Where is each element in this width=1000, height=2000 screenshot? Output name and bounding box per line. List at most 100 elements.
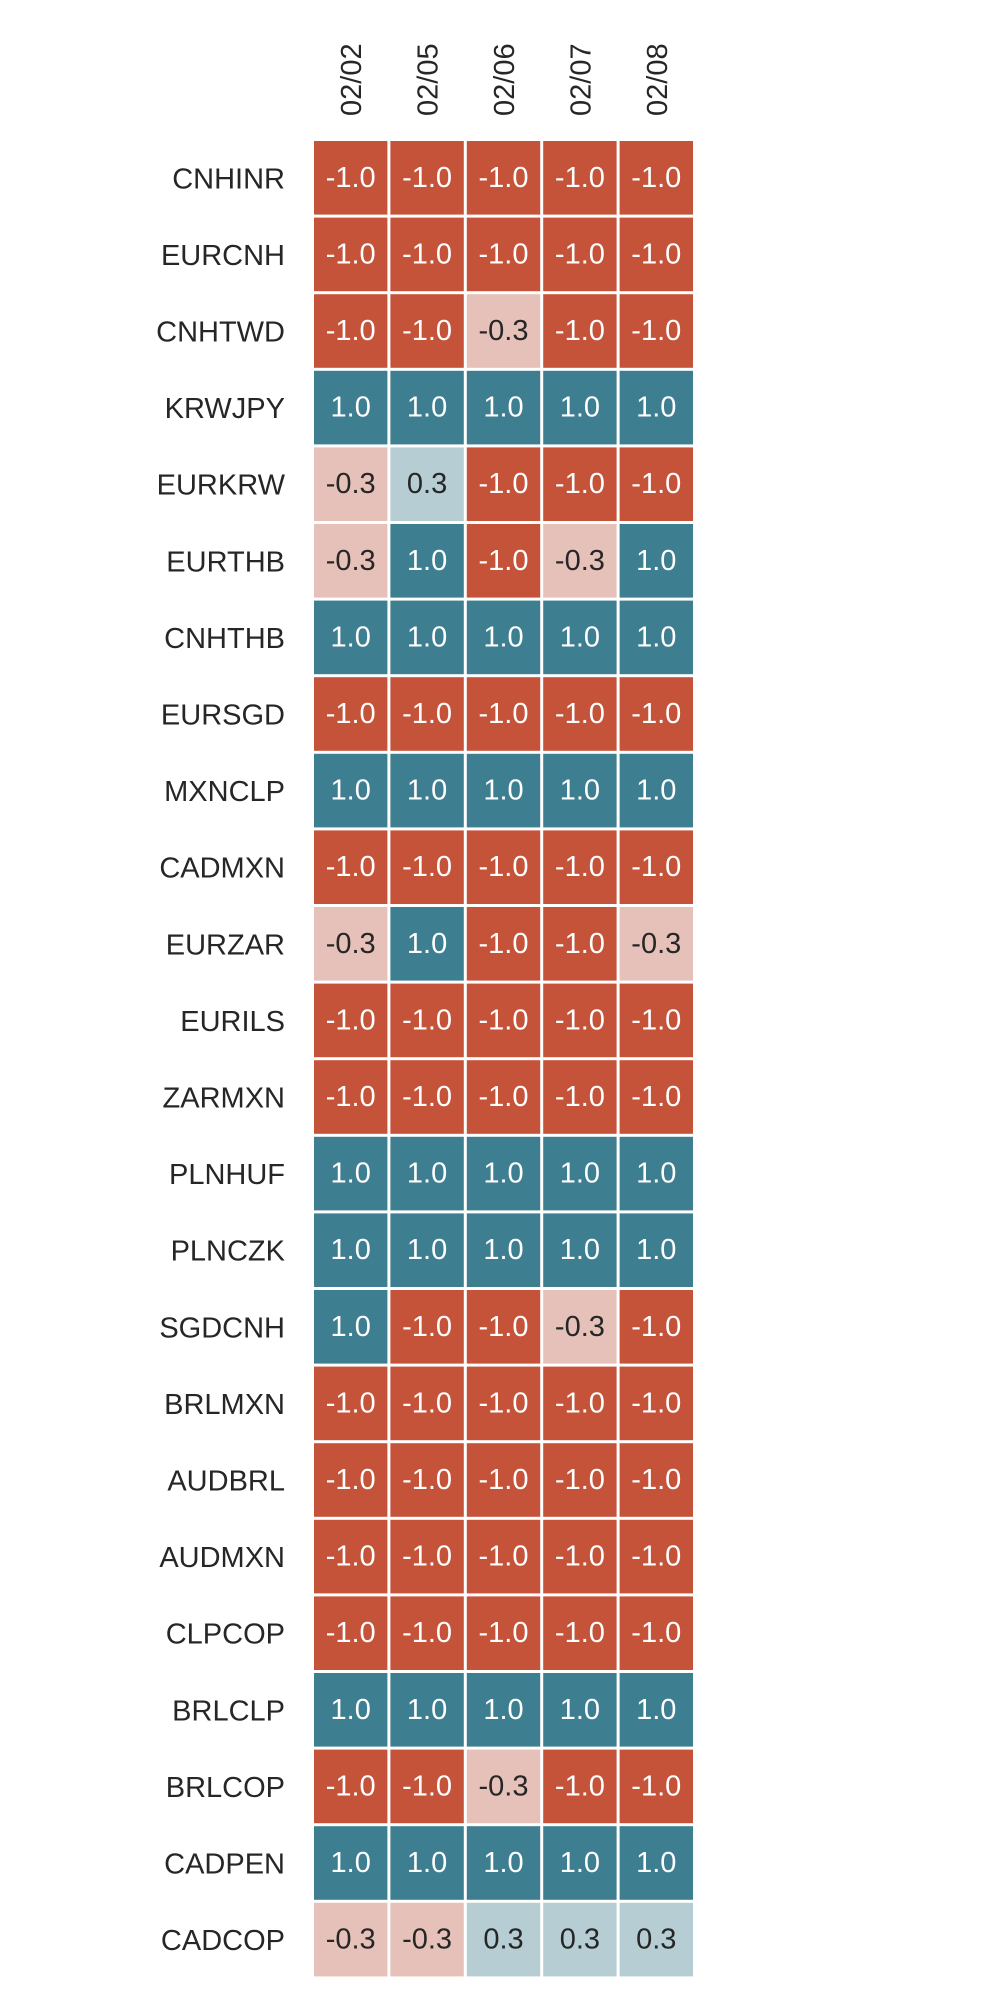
cell-value-label: -1.0 — [555, 238, 605, 270]
heatmap-cell — [314, 1060, 388, 1134]
heatmap-cell — [314, 447, 388, 521]
cell-value-label: -1.0 — [402, 1770, 452, 1802]
cell-value-label: 1.0 — [560, 1158, 600, 1190]
cell-value-label: -1.0 — [555, 468, 605, 500]
cell-value-label: 1.0 — [636, 775, 676, 807]
heatmap-cell — [619, 1366, 693, 1441]
cell-value-label: -1.0 — [631, 1770, 681, 1802]
cell-value-label: 1.0 — [483, 1694, 523, 1726]
cell-value-label: -1.0 — [555, 315, 605, 347]
cell-value-label: -0.3 — [479, 315, 529, 347]
cell-value-label: 1.0 — [407, 545, 447, 577]
cell-value-label: 1.0 — [560, 1847, 600, 1879]
row-label-cadcop: CADCOP — [161, 1925, 285, 1957]
heatmap-cell — [619, 1290, 693, 1364]
heatmap-cell — [314, 1213, 388, 1287]
heatmap-cell — [390, 1902, 464, 1977]
cell-value-label: -1.0 — [479, 1617, 529, 1649]
cell-value-label: 1.0 — [407, 775, 447, 807]
column-label-02-02: 02/02 — [336, 43, 368, 116]
heatmap-cell — [619, 217, 693, 292]
cell-value-label: -0.3 — [326, 1924, 376, 1956]
heatmap-cell — [466, 1673, 541, 1747]
row-label-audmxn: AUDMXN — [159, 1542, 285, 1574]
heatmap-cells: -1.0 -1.0 -1.0 -1.0 -1.0 -1.0 -1.0 -1.0 -1.0 -1.0… — [314, 141, 693, 1977]
row-label-cnhtwd: CNHTWD — [156, 317, 285, 349]
column-label-02-06: 02/06 — [489, 43, 521, 116]
heatmap-cell — [390, 907, 464, 981]
heatmap-cell — [466, 447, 541, 521]
heatmap-cell — [314, 370, 388, 445]
cell-value-label: -1.0 — [479, 468, 529, 500]
cell-value-label: -1.0 — [631, 1004, 681, 1036]
cell-value-label: -1.0 — [479, 1387, 529, 1419]
cell-value-label: 1.0 — [560, 1234, 600, 1266]
cell-value-label: -1.0 — [402, 1387, 452, 1419]
row-label-cadpen: CADPEN — [164, 1849, 285, 1881]
row-labels: CNHINR EURCNH CNHTWD KRWJPY EURKRW EURTHB CNHT… — [156, 163, 286, 1957]
cell-value-label: -1.0 — [555, 162, 605, 194]
row-label-brlclp: BRLCLP — [172, 1695, 285, 1727]
heatmap-cell — [390, 1060, 464, 1134]
heatmap-cell — [390, 677, 464, 751]
cell-value-label: 1.0 — [407, 928, 447, 960]
cell-value-label: -1.0 — [479, 851, 529, 883]
row-label-eurcnh: EURCNH — [161, 240, 285, 272]
heatmap-cell — [619, 1213, 693, 1287]
heatmap-cell — [543, 1596, 617, 1670]
cell-value-label: 1.0 — [483, 621, 523, 653]
cell-value-label: -1.0 — [555, 1617, 605, 1649]
cell-value-label: -1.0 — [402, 1464, 452, 1496]
cell-value-label: 1.0 — [331, 1158, 371, 1190]
cell-value-label: 1.0 — [331, 392, 371, 424]
cell-value-label: 1.0 — [331, 1847, 371, 1879]
heatmap-cell — [466, 830, 541, 904]
row-label-eurils: EURILS — [180, 1006, 285, 1038]
heatmap-cell — [390, 983, 464, 1058]
heatmap-cell — [314, 753, 388, 828]
cell-value-label: 1.0 — [560, 392, 600, 424]
heatmap-cell — [390, 1673, 464, 1747]
cell-value-label: 1.0 — [331, 621, 371, 653]
cell-value-label: 1.0 — [636, 392, 676, 424]
cell-value-label: 0.3 — [560, 1924, 600, 1956]
cell-value-label: 1.0 — [407, 1694, 447, 1726]
cell-value-label: -1.0 — [479, 162, 529, 194]
heatmap-cell — [390, 1136, 464, 1211]
cell-value-label: 1.0 — [636, 1158, 676, 1190]
row-label-krwjpy: KRWJPY — [165, 393, 285, 425]
heatmap-cell — [543, 1060, 617, 1134]
cell-value-label: -1.0 — [326, 1770, 376, 1802]
heatmap-cell — [619, 1673, 693, 1747]
cell-value-label: 1.0 — [407, 1234, 447, 1266]
heatmap-cell — [619, 1596, 693, 1670]
column-labels: 02/02 02/05 02/06 02/07 02/08 — [336, 43, 674, 116]
heatmap-cell — [619, 524, 693, 598]
heatmap-cell — [390, 1519, 464, 1594]
cell-value-label: -1.0 — [326, 1617, 376, 1649]
cell-value-label: -1.0 — [402, 1004, 452, 1036]
heatmap-cell — [619, 294, 693, 368]
heatmap-cell — [314, 1290, 388, 1364]
column-label-02-08: 02/08 — [642, 43, 674, 116]
cell-value-label: -1.0 — [555, 1387, 605, 1419]
cell-value-label: -1.0 — [479, 1081, 529, 1113]
heatmap-cell — [390, 830, 464, 904]
heatmap-cell — [466, 141, 541, 215]
cell-value-label: -1.0 — [479, 1311, 529, 1343]
cell-value-label: 0.3 — [407, 468, 447, 500]
cell-value-label: -1.0 — [555, 1541, 605, 1573]
cell-value-label: -1.0 — [402, 1541, 452, 1573]
cell-value-label: -1.0 — [402, 1617, 452, 1649]
cell-value-label: 1.0 — [407, 1847, 447, 1879]
cell-value-label: -0.3 — [631, 928, 681, 960]
cell-value-label: -1.0 — [631, 468, 681, 500]
heatmap-cell — [543, 1826, 617, 1900]
heatmap-cell — [466, 1136, 541, 1211]
heatmap-cell — [314, 600, 388, 675]
cell-value-label: -1.0 — [631, 1387, 681, 1419]
heatmap-cell — [543, 907, 617, 981]
heatmap-cell — [543, 294, 617, 368]
cell-value-label: -1.0 — [479, 928, 529, 960]
heatmap-cell — [543, 753, 617, 828]
